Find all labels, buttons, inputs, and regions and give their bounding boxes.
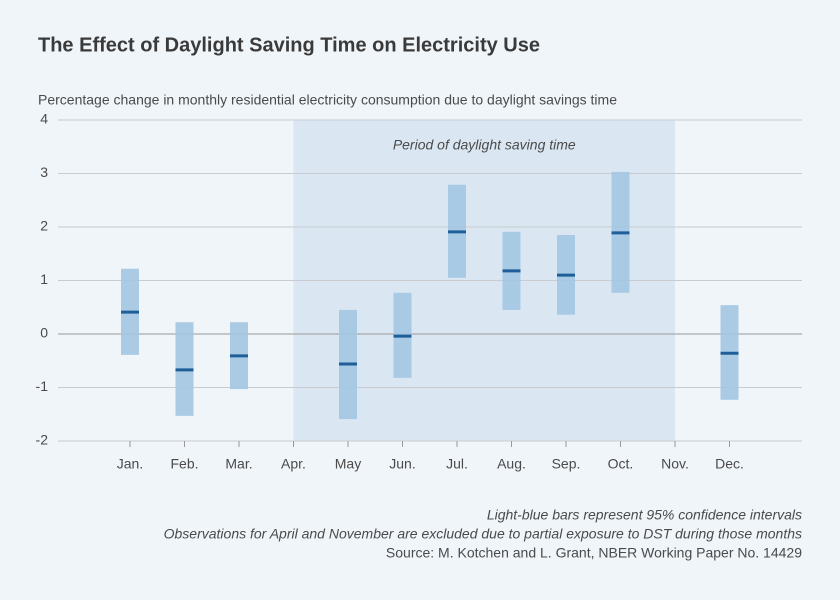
x-tick-label: Jun.	[389, 456, 415, 472]
x-tick-label: Apr.	[281, 456, 306, 472]
x-tick-label: Feb.	[170, 456, 198, 472]
y-tick-label: 2	[40, 218, 48, 234]
x-tick-label: Dec.	[715, 456, 744, 472]
y-tick-label: 3	[40, 164, 48, 180]
chart-subtitle: Percentage change in monthly residential…	[38, 92, 617, 108]
x-tick-label: Jul.	[446, 456, 468, 472]
x-tick-label: Aug.	[497, 456, 526, 472]
x-tick-label: May	[335, 456, 361, 472]
chart-title: The Effect of Daylight Saving Time on El…	[38, 34, 540, 56]
y-tick-label: -1	[36, 378, 49, 394]
y-tick-label: -2	[36, 432, 49, 448]
x-tick-label: Sep.	[552, 456, 581, 472]
x-tick-label: Oct.	[608, 456, 634, 472]
y-tick-label: 4	[40, 111, 48, 127]
y-tick-label: 1	[40, 271, 48, 287]
source: Source: M. Kotchen and L. Grant, NBER Wo…	[386, 545, 802, 561]
x-tick-label: Mar.	[225, 456, 252, 472]
note: Light-blue bars represent 95% confidence…	[487, 507, 802, 523]
note: Observations for April and November are …	[164, 526, 802, 542]
x-tick-label: Jan.	[117, 456, 143, 472]
annotation: Period of daylight saving time	[393, 137, 576, 153]
y-tick-label: 0	[40, 325, 48, 341]
x-tick-label: Nov.	[661, 456, 689, 472]
